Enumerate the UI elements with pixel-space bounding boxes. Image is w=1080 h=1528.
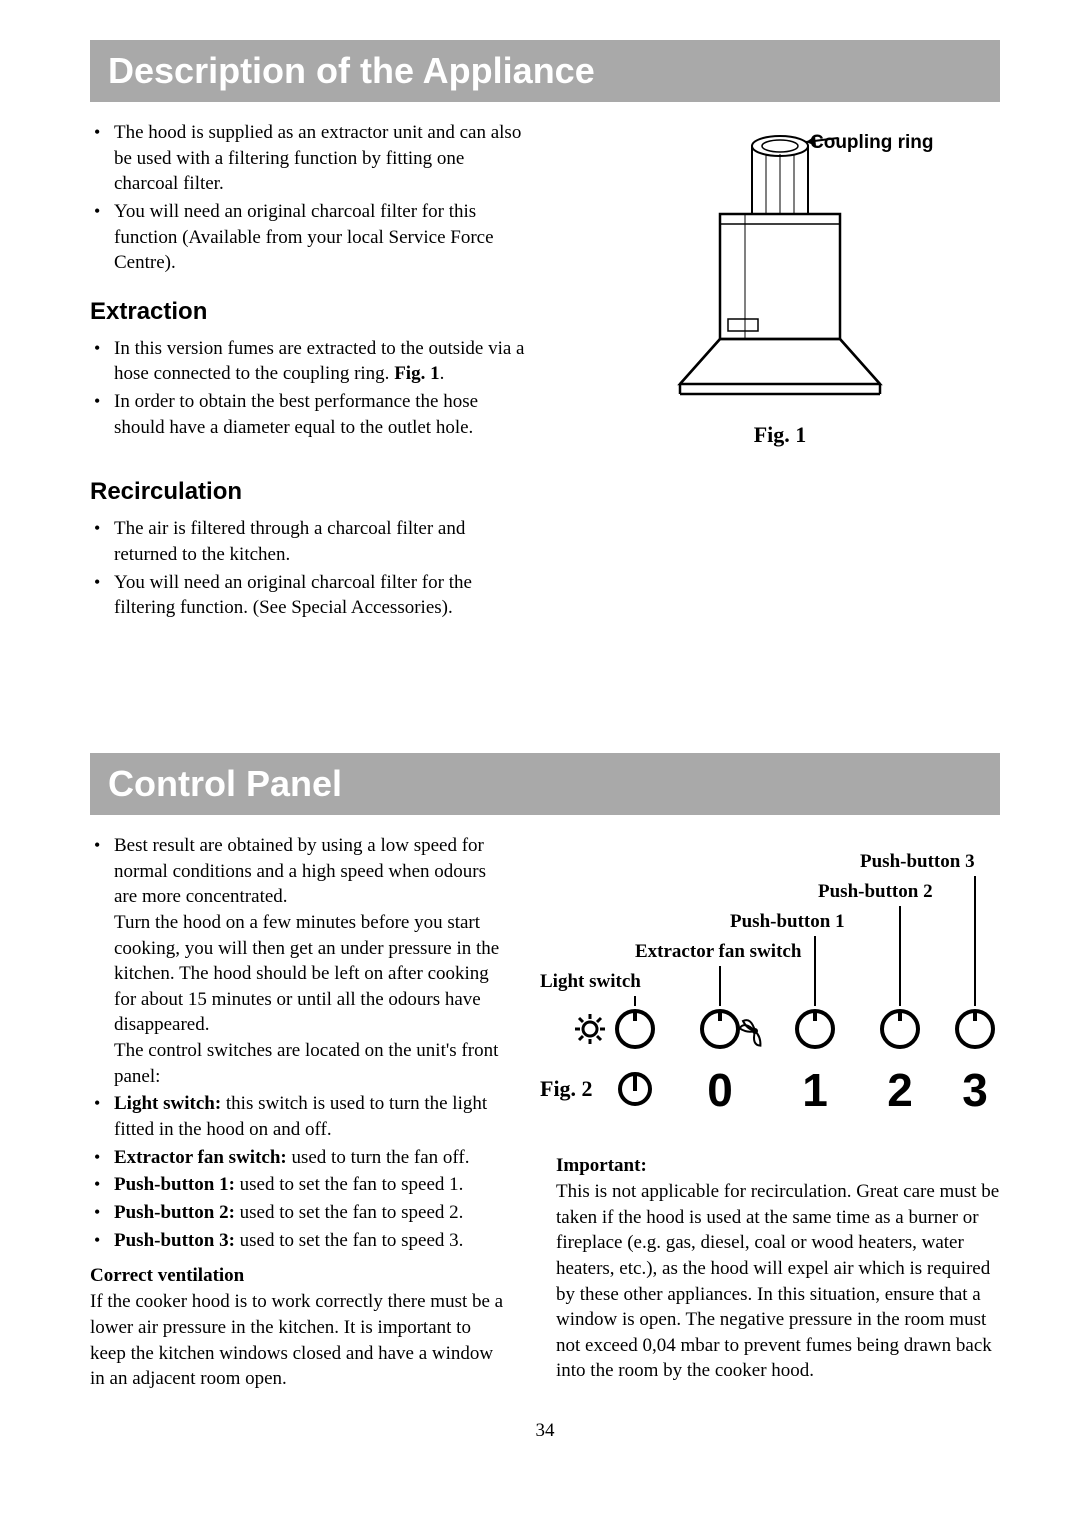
section1-columns: The hood is supplied as an extractor uni… [90,120,1000,623]
digit-1: 1 [802,1064,828,1116]
recirculation-bullet: The air is filtered through a charcoal f… [90,516,530,567]
control-bullet-text: used to set the fan to speed 1. [235,1174,463,1195]
extraction-bullet-bold: Fig. 1 [394,363,439,384]
digit-0: 0 [707,1064,733,1116]
control-bullet-bold: Push-button 1: [114,1174,235,1195]
fig1-wrap: Coupling ring [560,124,1000,448]
digit-3: 3 [962,1064,988,1116]
page-number: 34 [90,1420,1000,1442]
section2-columns: Best result are obtained by using a low … [90,833,1000,1392]
extraction-bullet-post: . [440,363,445,384]
extraction-bullet-pre: In order to obtain the best performance … [114,391,478,438]
recirculation-heading: Recirculation [90,478,530,506]
control-bullet-bold: Extractor fan switch: [114,1147,287,1168]
correct-ventilation-heading: Correct ventilation [90,1265,510,1287]
control-bullet-text: Best result are obtained by using a low … [114,835,499,1087]
digit-2: 2 [887,1064,913,1116]
control-bullet: Extractor fan switch: used to turn the f… [90,1145,510,1171]
fig2-wrap: Push-button 3 Push-button 2 Push-button … [540,851,1000,1137]
fig2-caption: Fig. 2 [540,1076,593,1102]
control-bullet-bold: Push-button 3: [114,1230,235,1251]
important-text: This is not applicable for recirculation… [556,1179,1000,1384]
control-bullet-text: used to turn the fan off. [287,1147,470,1168]
recirculation-bullets: The air is filtered through a charcoal f… [90,516,530,621]
correct-ventilation-text: If the cooker hood is to work correctly … [90,1289,510,1392]
important-heading: Important: [556,1155,1000,1177]
efs-label: Extractor fan switch [635,941,801,963]
intro-bullet: The hood is supplied as an extractor uni… [90,120,530,197]
section1-right: Coupling ring [560,120,1000,623]
control-bullet-text: used to set the fan to speed 2. [235,1202,463,1223]
pb2-label: Push-button 2 [818,881,933,903]
fig1-illustration [590,124,970,414]
control-bullet-bold: Light switch: [114,1093,221,1114]
extraction-bullet: In this version fumes are extracted to t… [90,336,530,387]
pb1-label: Push-button 1 [730,911,845,933]
section1-title: Description of the Appliance [90,40,1000,102]
extraction-bullet: In order to obtain the best performance … [90,389,530,440]
section2-right: Push-button 3 Push-button 2 Push-button … [540,833,1000,1392]
extraction-heading: Extraction [90,298,530,326]
control-bullet-bold: Push-button 2: [114,1202,235,1223]
section1-left: The hood is supplied as an extractor uni… [90,120,530,623]
section-gap [90,623,1000,753]
intro-bullet: You will need an original charcoal filte… [90,199,530,276]
control-bullet: Push-button 2: used to set the fan to sp… [90,1200,510,1226]
coupling-ring-label: Coupling ring [810,132,933,154]
control-bullet-text: used to set the fan to speed 3. [235,1230,463,1251]
control-bullet: Best result are obtained by using a low … [90,833,510,1089]
section2-left: Best result are obtained by using a low … [90,833,510,1392]
fig1-caption: Fig. 1 [560,422,1000,448]
recirculation-bullet: You will need an original charcoal filte… [90,570,530,621]
control-bullets: Best result are obtained by using a low … [90,833,510,1253]
control-bullet: Light switch: this switch is used to tur… [90,1091,510,1142]
intro-bullets: The hood is supplied as an extractor uni… [90,120,530,276]
extraction-bullets: In this version fumes are extracted to t… [90,336,530,441]
control-bullet: Push-button 3: used to set the fan to sp… [90,1228,510,1254]
ls-label: Light switch [540,971,641,993]
control-bullet: Push-button 1: used to set the fan to sp… [90,1172,510,1198]
section2-title: Control Panel [90,753,1000,815]
extraction-bullet-pre: In this version fumes are extracted to t… [114,338,524,385]
pb3-label: Push-button 3 [860,851,975,873]
